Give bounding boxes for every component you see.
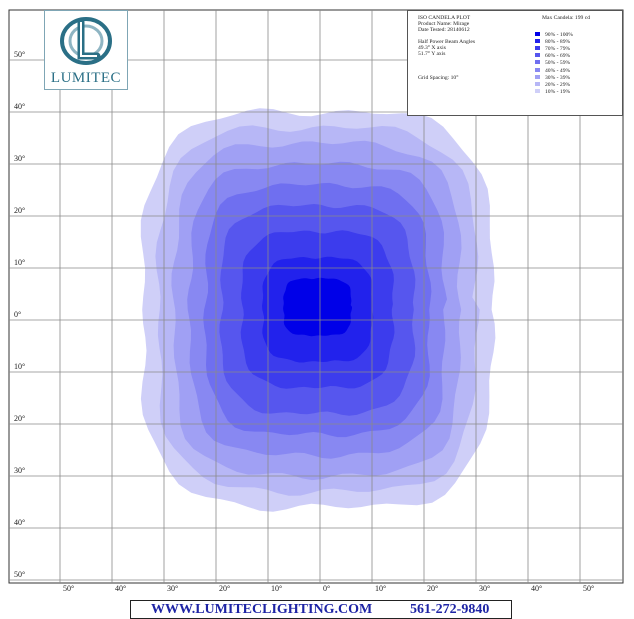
y-tick-label: 20° — [14, 414, 25, 423]
legend-label: 30% - 39% — [545, 74, 571, 81]
legend-item: 50% - 59% — [535, 60, 570, 67]
legend-swatch — [535, 60, 540, 65]
legend-label: 20% - 29% — [545, 81, 571, 88]
footer-banner: WWW.LUMITECLIGHTING.COM 561-272-9840 — [130, 600, 512, 619]
y-tick-label: 30° — [14, 466, 25, 475]
legend-label: 10% - 19% — [545, 88, 571, 95]
contour-band-9 — [283, 277, 352, 337]
legend-title: ISO CANDELA PLOT — [418, 15, 471, 21]
legend-date-tested: Date Tested: 28140612 — [418, 27, 470, 33]
legend-label: 70% - 79% — [545, 46, 571, 53]
legend-x-axis-angle: 49.3° X axis — [418, 45, 446, 51]
y-tick-label: 40° — [14, 518, 25, 527]
legend-swatch — [535, 74, 540, 79]
x-tick-label: 0° — [323, 584, 330, 593]
x-tick-label: 50° — [63, 584, 74, 593]
legend-swatch — [535, 39, 540, 44]
footer-phone: 561-272-9840 — [410, 602, 490, 617]
plot-legend: ISO CANDELA PLOT Max Candela: 199 cd Pro… — [407, 10, 623, 116]
x-tick-label: 10° — [375, 584, 386, 593]
x-tick-label: 20° — [219, 584, 230, 593]
y-tick-label: 40° — [14, 102, 25, 111]
legend-item: 80% - 89% — [535, 39, 570, 46]
y-tick-label: 30° — [14, 154, 25, 163]
legend-label: 40% - 49% — [545, 67, 571, 74]
lumitec-logo: LUMITEC — [44, 10, 128, 90]
y-tick-label: 20° — [14, 206, 25, 215]
legend-item: 20% - 29% — [535, 81, 571, 89]
legend-swatch — [535, 46, 540, 51]
legend-swatch — [535, 88, 540, 93]
legend-item: 30% - 39% — [535, 74, 571, 82]
legend-y-axis-angle: 51.7° Y axis — [418, 51, 446, 57]
contour-layer — [140, 108, 496, 512]
legend-item: 90% - 100% — [535, 32, 573, 39]
legend-label: 60% - 69% — [545, 53, 571, 60]
x-tick-label: 50° — [583, 584, 594, 593]
y-tick-label: 10° — [14, 258, 25, 267]
plot-border — [8, 9, 624, 584]
legend-product-name: Product Name: Mirage — [418, 21, 470, 27]
x-tick-label: 20° — [427, 584, 438, 593]
legend-grid-spacing: Grid Spacing: 10° — [418, 75, 459, 81]
y-tick-label: 50° — [14, 570, 25, 579]
legend-item: 40% - 49% — [535, 67, 571, 75]
logo-wordmark: LUMITEC — [50, 70, 122, 86]
legend-label: 50% - 59% — [545, 60, 571, 67]
legend-swatch — [535, 67, 540, 72]
x-tick-label: 40° — [531, 584, 542, 593]
legend-swatch — [535, 81, 540, 86]
legend-item: 70% - 79% — [535, 46, 570, 53]
y-tick-label: 50° — [14, 50, 25, 59]
legend-label: 90% - 100% — [545, 32, 573, 38]
tick-label-layer: 50° 40° 30° 20° 10° 0° 10° 20° 30° 40° 50° 50° 40° 30… — [14, 50, 594, 593]
y-tick-label: 10° — [14, 362, 25, 371]
x-tick-label: 40° — [115, 584, 126, 593]
legend-swatch — [535, 32, 540, 36]
lumitec-emblem-icon — [60, 17, 112, 65]
legend-beam-heading: Half Power Beam Angles — [418, 39, 476, 45]
footer-url[interactable]: WWW.LUMITECLIGHTING.COM — [151, 602, 373, 617]
x-tick-label: 30° — [167, 584, 178, 593]
legend-max-candela: Max Candela: 199 cd — [542, 15, 591, 21]
x-tick-label: 30° — [479, 584, 490, 593]
legend-swatch — [535, 53, 540, 58]
legend-item: 60% - 69% — [535, 53, 570, 60]
y-tick-label: 0° — [14, 310, 21, 319]
legend-label: 80% - 89% — [545, 39, 571, 46]
legend-item: 10% - 19% — [535, 88, 571, 96]
x-tick-label: 10° — [271, 584, 282, 593]
